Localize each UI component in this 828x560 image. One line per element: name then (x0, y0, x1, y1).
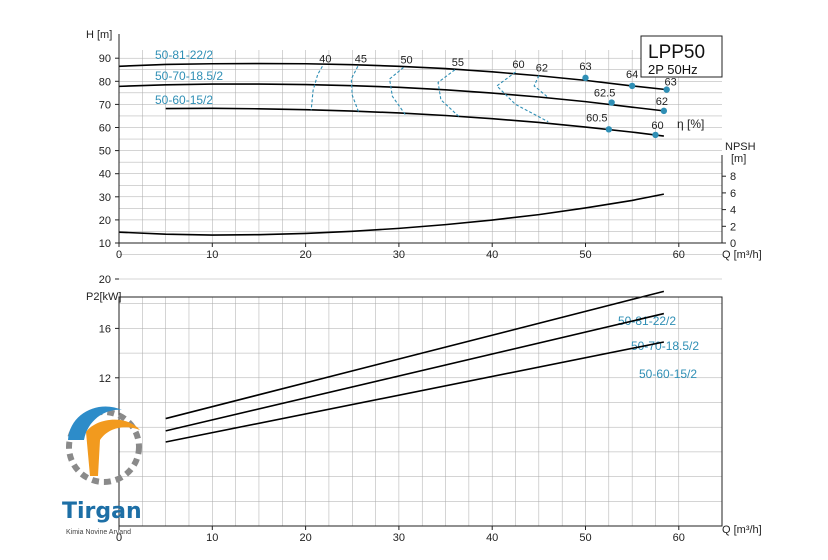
head-curve (165, 107, 664, 137)
bottom-x-axis-title: Q [m³/h] (722, 524, 762, 536)
top-y-tick-label: 20 (99, 215, 111, 227)
npsh-curve (118, 193, 665, 236)
efficiency-isoline (496, 71, 549, 123)
bottom-chart-grid (118, 254, 722, 526)
power-curve (165, 312, 665, 432)
top-x-tick-label: 50 (579, 249, 591, 261)
bottom-x-tick-label: 50 (579, 532, 591, 544)
bottom-x-tick-label: 0 (116, 532, 122, 544)
head-curve-label: 50-60-15/2 (155, 93, 213, 107)
logo-tagline: Kimia Novine Arvand (66, 529, 131, 536)
efficiency-point (608, 99, 615, 106)
head-curve-label: 50-70-18.5/2 (155, 69, 223, 83)
head-curve (118, 83, 664, 112)
efficiency-point-label: 62 (656, 96, 668, 108)
power-curve-label: 50-81-22/2 (618, 314, 676, 328)
top-y-tick-label: 30 (99, 192, 111, 204)
model-title-box: LPP50 2P 50Hz (640, 35, 723, 78)
efficiency-isoline-label: 45 (355, 53, 367, 65)
npsh-tick-label: 4 (730, 205, 736, 217)
efficiency-point-label: 62.5 (594, 88, 615, 100)
efficiency-point-label: 64 (626, 69, 638, 81)
top-y-tick-label: 70 (99, 99, 111, 111)
bottom-y-tick-label: 16 (99, 323, 111, 335)
top-x-tick-label: 30 (393, 249, 405, 261)
efficiency-point-label: 60 (651, 120, 663, 132)
bottom-x-tick-label: 30 (393, 532, 405, 544)
efficiency-isoline-label: 62 (536, 63, 548, 75)
top-y-tick-label: 50 (99, 146, 111, 158)
top-y-tick-label: 80 (99, 76, 111, 88)
npsh-tick-label: 0 (730, 238, 736, 250)
top-x-axis-title: Q [m³/h] (722, 249, 762, 261)
top-x-tick-label: 20 (299, 249, 311, 261)
efficiency-point (660, 107, 668, 115)
efficiency-isoline-label: 60 (512, 59, 524, 71)
bottom-x-tick-label: 20 (299, 532, 311, 544)
npsh-axis-title: NPSH (725, 141, 756, 153)
efficiency-point-label: 63 (665, 77, 677, 89)
efficiency-isoline-label: 55 (452, 57, 464, 69)
bottom-plot-frame (118, 296, 723, 527)
model-spec: 2P 50Hz (648, 62, 698, 77)
top-x-tick-label: 10 (206, 249, 218, 261)
bottom-x-tick-label: 10 (206, 532, 218, 544)
top-chart-grid (118, 50, 722, 244)
bottom-y-axis-title: P2[kW] (86, 291, 121, 303)
efficiency-point-label: 63 (579, 61, 591, 73)
npsh-axis-unit: [m] (731, 153, 746, 165)
efficiency-point (605, 126, 613, 133)
logo-flame-icon (86, 419, 140, 476)
npsh-tick-label: 8 (730, 171, 736, 183)
top-y-tick-label: 90 (99, 53, 111, 65)
bottom-x-tick-label: 60 (673, 532, 685, 544)
logo-gear-icon (66, 409, 142, 485)
efficiency-point-label: 60.5 (586, 112, 607, 124)
efficiency-axis-title: η [%] (677, 117, 704, 131)
top-x-tick-label: 0 (116, 249, 122, 261)
logo-wordmark: Tirgan (62, 499, 142, 524)
power-curve (165, 290, 665, 420)
efficiency-point (652, 131, 659, 139)
efficiency-point (582, 74, 589, 82)
head-curve-label: 50-81-22/2 (155, 48, 213, 62)
efficiency-isoline (533, 75, 549, 98)
efficiency-point (663, 86, 670, 93)
efficiency-isoline-label: 50 (400, 54, 412, 66)
bottom-y-tick-label: 20 (99, 274, 111, 286)
bottom-y-tick-label: 12 (99, 373, 111, 385)
bottom-x-tick-label: 40 (486, 532, 498, 544)
top-y-tick-label: 60 (99, 123, 111, 135)
efficiency-point (628, 82, 636, 90)
chart-marks: 0 10 20 30 40 50 60 10 20 30 40 50 60 70 80 90 0 2 4 6 8 50-8… (99, 48, 736, 544)
efficiency-isoline (310, 66, 323, 111)
top-x-tick-label: 40 (486, 249, 498, 261)
efficiency-isoline (437, 69, 460, 118)
top-y-tick-label: 40 (99, 169, 111, 181)
model-name: LPP50 (648, 42, 705, 63)
logo-swoosh-icon (68, 406, 122, 440)
npsh-tick-label: 6 (730, 188, 736, 200)
efficiency-isoline (350, 66, 360, 113)
power-curve-label: 50-60-15/2 (639, 367, 697, 381)
top-y-axis-title: H [m] (86, 29, 112, 41)
top-y-tick-label: 10 (99, 238, 111, 250)
power-curve-label: 50-70-18.5/2 (631, 339, 699, 353)
tirgan-logo: Tirgan Kimia Novine Arvand (62, 406, 142, 536)
npsh-tick-label: 2 (730, 221, 736, 233)
efficiency-isoline (388, 67, 406, 116)
top-x-tick-label: 60 (673, 249, 685, 261)
power-curve (165, 341, 665, 443)
efficiency-isoline-label: 40 (319, 53, 331, 65)
